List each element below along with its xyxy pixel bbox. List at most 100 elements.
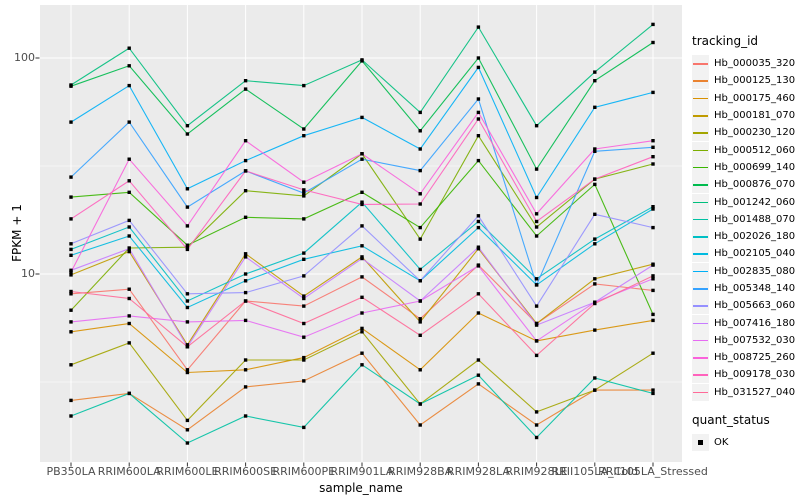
legend-key-line: [692, 89, 709, 107]
data-point: [534, 277, 539, 281]
data-point: [302, 180, 306, 184]
data-point: [185, 224, 190, 228]
legend-entry-label: OK: [714, 437, 729, 449]
legend-entry-label: Hb_002026_180: [714, 231, 796, 243]
data-point: [360, 157, 364, 161]
data-point: [127, 391, 131, 396]
data-point: [243, 139, 248, 143]
data-point: [360, 311, 364, 315]
legend-key-line: [692, 141, 709, 159]
data-point: [651, 22, 655, 27]
data-point: [69, 253, 73, 257]
data-point: [360, 326, 364, 331]
legend-color-swatch: [693, 63, 708, 65]
data-point: [651, 388, 655, 392]
data-point: [127, 83, 131, 88]
x-tick-label: RRIM600PE: [272, 465, 336, 478]
data-point: [243, 189, 248, 193]
legend-key-line: [692, 228, 709, 246]
data-point: [593, 212, 597, 216]
x-axis-title: sample_name: [319, 481, 403, 495]
legend-color-swatch: [693, 339, 708, 342]
legend-color-swatch: [693, 288, 708, 290]
data-point: [651, 40, 655, 45]
data-point: [302, 251, 306, 255]
legend-entry: Hb_005663_060: [692, 297, 796, 315]
legend-entry: Hb_000876_070: [692, 176, 795, 194]
legend-color-swatch: [693, 184, 708, 186]
data-point: [69, 292, 73, 296]
legend-entry-label: Hb_007416_180: [714, 317, 796, 329]
data-point: [360, 295, 364, 299]
y-axis-title: FPKM + 1: [10, 204, 24, 262]
data-point: [418, 225, 422, 230]
legend-tracking-id-entries: Hb_000035_320 Hb_000125_130 Hb_000175_460 H…: [692, 55, 795, 401]
data-point: [418, 192, 422, 196]
data-point: [69, 273, 73, 277]
legend-key-line: [692, 383, 709, 401]
x-tick-label: RRIM928LA: [446, 465, 510, 478]
data-point: [69, 247, 73, 252]
data-point: [534, 124, 539, 128]
data-point: [302, 355, 306, 360]
data-point: [593, 105, 597, 109]
data-point: [593, 149, 597, 153]
data-point: [476, 264, 481, 268]
legend-entry-label: Hb_009178_030: [714, 369, 796, 381]
data-point: [534, 323, 539, 327]
legend-entry: Hb_001488_070: [692, 210, 795, 228]
data-point: [360, 202, 364, 207]
legend-key-point: [692, 434, 709, 452]
data-point: [593, 388, 597, 392]
data-point: [127, 120, 131, 124]
data-point: [651, 312, 655, 317]
data-point: [476, 292, 481, 296]
data-point: [476, 158, 481, 163]
data-point: [185, 132, 190, 136]
data-point: [476, 117, 481, 121]
data-point: [534, 212, 539, 216]
data-point: [651, 263, 655, 267]
legend-color-swatch: [693, 218, 708, 221]
data-point: [360, 363, 364, 367]
legend-title-quant-status: quant_status: [692, 412, 770, 427]
x-tick-label: RRII105LA_Stressed: [598, 465, 708, 478]
data-point: [418, 423, 422, 427]
legend-key-line: [692, 193, 709, 211]
data-point: [360, 244, 364, 248]
data-point: [651, 288, 655, 293]
data-point: [534, 339, 539, 343]
legend: tracking_id Hb_000035_320 Hb_000125_130 Hb…: [692, 34, 795, 452]
data-point: [476, 373, 481, 377]
data-point: [185, 370, 190, 375]
data-point: [302, 335, 306, 339]
data-point: [69, 268, 73, 272]
data-point: [69, 217, 73, 221]
data-point: [302, 304, 306, 308]
legend-key-line: [692, 55, 709, 73]
legend-entry-label: Hb_005663_060: [714, 300, 796, 312]
data-point: [593, 328, 597, 332]
legend-entry: Hb_002105_040: [692, 245, 796, 263]
data-point: [127, 46, 131, 50]
data-point: [651, 391, 655, 396]
data-point: [476, 97, 481, 101]
data-point: [69, 308, 73, 312]
data-point: [302, 379, 306, 383]
data-point: [360, 58, 364, 62]
data-point: [69, 195, 73, 199]
data-point: [360, 256, 364, 261]
data-point: [127, 314, 131, 318]
legend-key-line: [692, 176, 709, 194]
legend-entry: Hb_002026_180: [692, 228, 796, 246]
legend-entry-label: Hb_002105_040: [714, 248, 796, 260]
legend-color-swatch: [693, 236, 708, 238]
data-point: [69, 83, 73, 87]
legend-key-line: [692, 210, 709, 228]
data-point: [534, 410, 539, 414]
data-point: [69, 289, 73, 294]
data-point: [243, 290, 248, 295]
data-point: [127, 157, 131, 161]
data-point: [69, 120, 73, 124]
data-point: [69, 320, 73, 324]
